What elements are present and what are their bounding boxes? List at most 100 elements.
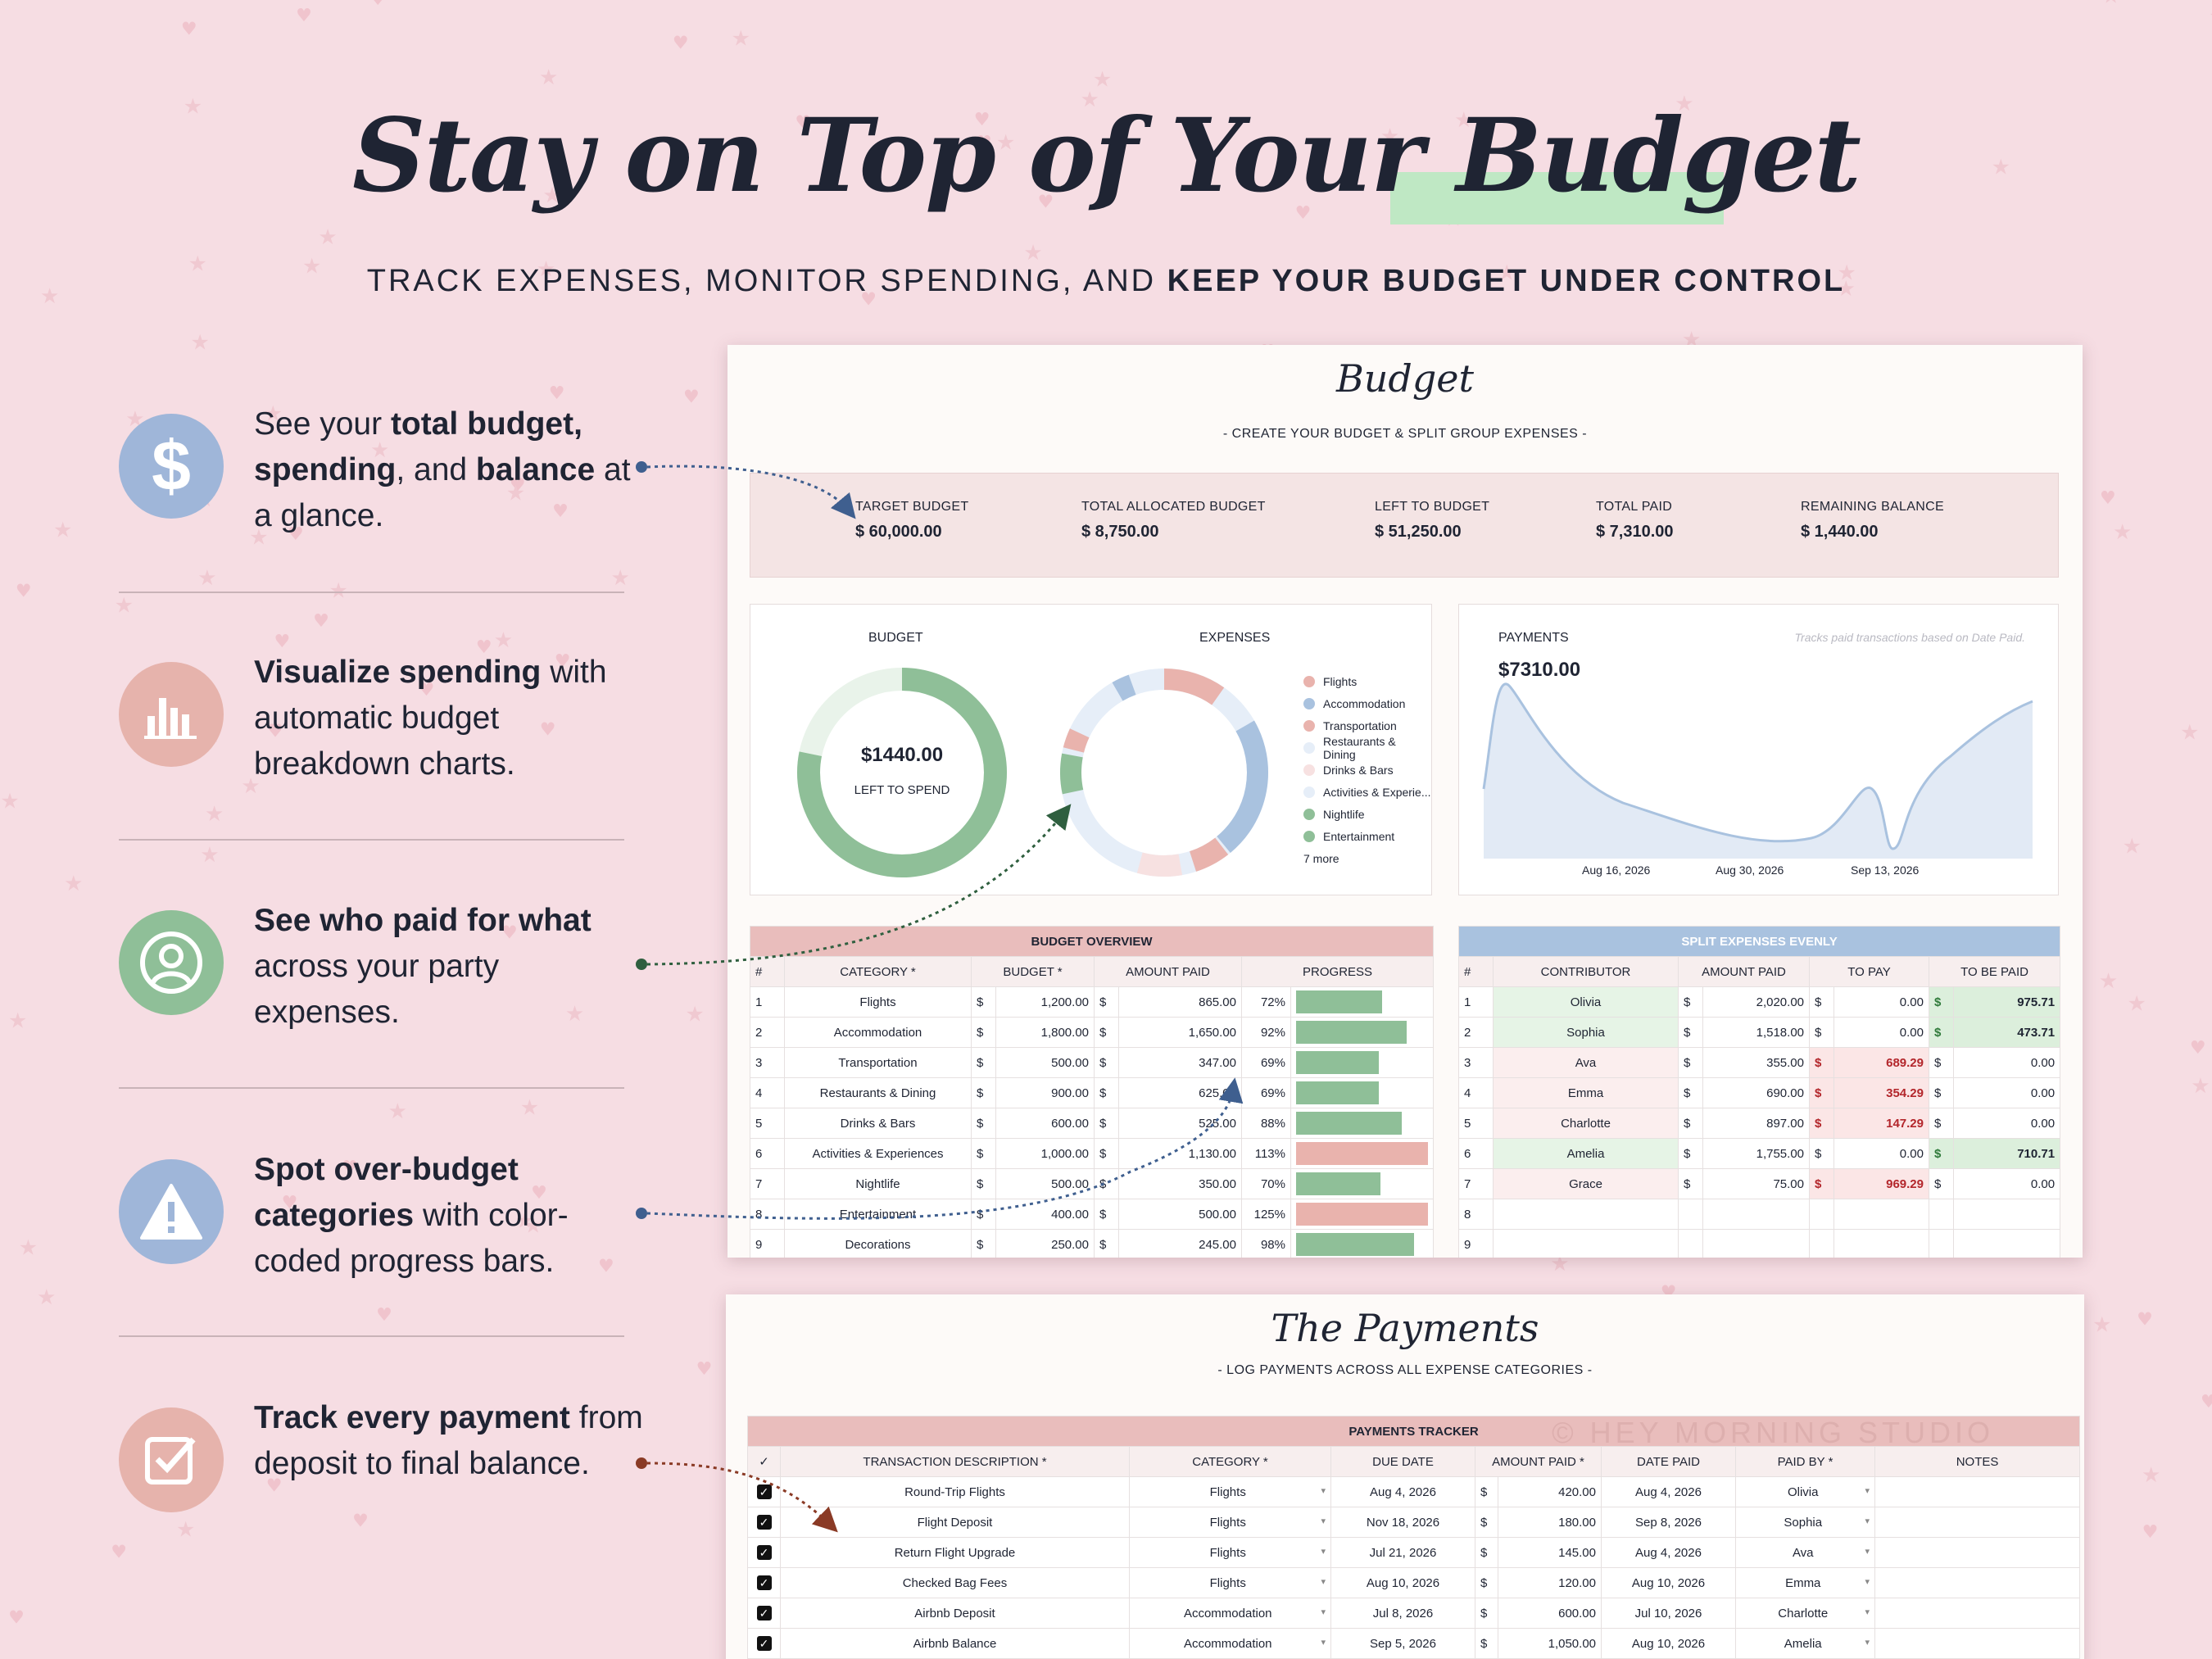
paid-checkbox[interactable]: ✓: [747, 1476, 781, 1507]
date-paid-cell[interactable]: Aug 4, 2026: [1601, 1476, 1736, 1507]
budget-cell[interactable]: 1,000.00: [995, 1138, 1095, 1169]
expenses-donut: [1060, 669, 1268, 877]
description-cell[interactable]: Checked Bag Fees: [780, 1567, 1130, 1598]
paid-by-select[interactable]: Emma ▾: [1735, 1567, 1875, 1598]
progress-bar: [1296, 1172, 1380, 1195]
paid-by-select[interactable]: Ava ▾: [1735, 1537, 1875, 1568]
progress-cell: [1290, 986, 1435, 1018]
notes-cell[interactable]: [1874, 1567, 2081, 1598]
category-cell[interactable]: Restaurants & Dining: [784, 1077, 972, 1108]
notes-cell[interactable]: [1874, 1537, 2081, 1568]
chevron-down-icon[interactable]: ▾: [1865, 1637, 1870, 1648]
chevron-down-icon[interactable]: ▾: [1865, 1607, 1870, 1617]
category-select[interactable]: Flights ▾: [1129, 1476, 1331, 1507]
paid-by-select[interactable]: Charlotte ▾: [1735, 1598, 1875, 1629]
warning-icon: [119, 1159, 224, 1264]
category-cell[interactable]: Accommodation: [784, 1017, 972, 1048]
description-cell[interactable]: Airbnb Balance: [780, 1628, 1130, 1659]
description-cell[interactable]: Round-Trip Flights: [780, 1476, 1130, 1507]
budget-cell[interactable]: 1,200.00: [995, 986, 1095, 1018]
category-cell[interactable]: Drinks & Bars: [784, 1108, 972, 1139]
chevron-down-icon[interactable]: ▾: [1321, 1516, 1326, 1526]
category-select[interactable]: Accommodation ▾: [1129, 1598, 1331, 1629]
due-date-cell[interactable]: Jul 21, 2026: [1330, 1537, 1475, 1568]
notes-cell[interactable]: [1874, 1598, 2081, 1629]
category-cell[interactable]: Decorations: [784, 1229, 972, 1258]
budget-cell[interactable]: 900.00: [995, 1077, 1095, 1108]
due-date-cell[interactable]: Aug 4, 2026: [1330, 1476, 1475, 1507]
amount-paid-cell: 690.00: [1702, 1077, 1810, 1108]
paid-checkbox[interactable]: ✓: [747, 1507, 781, 1538]
date-paid-cell[interactable]: Aug 4, 2026: [1601, 1537, 1736, 1568]
budget-cell[interactable]: 500.00: [995, 1047, 1095, 1078]
paid-by-select[interactable]: Olivia ▾: [1735, 1476, 1875, 1507]
category-select[interactable]: Flights ▾: [1129, 1567, 1331, 1598]
budget-cell[interactable]: 250.00: [995, 1229, 1095, 1258]
contributor-cell[interactable]: Grace: [1493, 1168, 1679, 1199]
amount-cell[interactable]: 420.00: [1498, 1476, 1602, 1507]
description-cell[interactable]: Flight Deposit: [780, 1507, 1130, 1538]
category-select[interactable]: Accommodation ▾: [1129, 1628, 1331, 1659]
amount-cell[interactable]: 180.00: [1498, 1507, 1602, 1538]
category-cell[interactable]: Flights: [784, 986, 972, 1018]
category-select[interactable]: Flights ▾: [1129, 1507, 1331, 1538]
contributor-cell[interactable]: [1493, 1229, 1679, 1258]
date-paid-cell[interactable]: Jul 10, 2026: [1601, 1598, 1736, 1629]
svg-text:★: ★: [8, 1009, 27, 1034]
chevron-down-icon[interactable]: ▾: [1865, 1576, 1870, 1587]
contributor-cell[interactable]: [1493, 1199, 1679, 1230]
paid-checkbox[interactable]: ✓: [747, 1628, 781, 1659]
chevron-down-icon[interactable]: ▾: [1865, 1485, 1870, 1496]
paid-checkbox[interactable]: ✓: [747, 1537, 781, 1568]
category-cell[interactable]: Nightlife: [784, 1168, 972, 1199]
description-cell[interactable]: Airbnb Deposit: [780, 1598, 1130, 1629]
budget-cell[interactable]: 500.00: [995, 1168, 1095, 1199]
description-cell[interactable]: Return Flight Upgrade: [780, 1537, 1130, 1568]
chevron-down-icon[interactable]: ▾: [1321, 1607, 1326, 1617]
budget-sheet: Budget - CREATE YOUR BUDGET & SPLIT GROU…: [728, 345, 2083, 1258]
category-cell[interactable]: Activities & Experiences: [784, 1138, 972, 1169]
notes-cell[interactable]: [1874, 1628, 2081, 1659]
contributor-cell[interactable]: Ava: [1493, 1047, 1679, 1078]
due-date-cell[interactable]: Jul 8, 2026: [1330, 1598, 1475, 1629]
contributor-cell[interactable]: Sophia: [1493, 1017, 1679, 1048]
svg-text:★: ★: [176, 1518, 195, 1543]
category-cell[interactable]: Transportation: [784, 1047, 972, 1078]
contributor-cell[interactable]: Emma: [1493, 1077, 1679, 1108]
amount-cell[interactable]: 120.00: [1498, 1567, 1602, 1598]
currency-symbol: $: [1475, 1567, 1498, 1598]
contributor-cell[interactable]: Amelia: [1493, 1138, 1679, 1169]
chevron-down-icon[interactable]: ▾: [1321, 1485, 1326, 1496]
category-select[interactable]: Flights ▾: [1129, 1537, 1331, 1568]
due-date-cell[interactable]: Sep 5, 2026: [1330, 1628, 1475, 1659]
chevron-down-icon[interactable]: ▾: [1321, 1576, 1326, 1587]
chevron-down-icon[interactable]: ▾: [1865, 1546, 1870, 1557]
category-cell[interactable]: Entertainment: [784, 1199, 972, 1230]
chevron-down-icon[interactable]: ▾: [1321, 1637, 1326, 1648]
donut-value: $1440.00: [860, 744, 944, 766]
due-date-cell[interactable]: Nov 18, 2026: [1330, 1507, 1475, 1538]
paid-checkbox[interactable]: ✓: [747, 1598, 781, 1629]
paid-by-select[interactable]: Sophia ▾: [1735, 1507, 1875, 1538]
notes-cell[interactable]: [1874, 1507, 2081, 1538]
budget-cell[interactable]: 1,800.00: [995, 1017, 1095, 1048]
amount-cell[interactable]: 145.00: [1498, 1537, 1602, 1568]
amount-cell[interactable]: 600.00: [1498, 1598, 1602, 1629]
paid-checkbox[interactable]: ✓: [747, 1567, 781, 1598]
date-paid-cell[interactable]: Sep 8, 2026: [1601, 1507, 1736, 1538]
notes-cell[interactable]: [1874, 1476, 2081, 1507]
svg-text:★: ★: [241, 774, 260, 799]
budget-cell[interactable]: 600.00: [995, 1108, 1095, 1139]
contributor-cell[interactable]: Olivia: [1493, 986, 1679, 1018]
amount-cell[interactable]: 1,050.00: [1498, 1628, 1602, 1659]
chevron-down-icon[interactable]: ▾: [1865, 1516, 1870, 1526]
date-paid-cell[interactable]: Aug 10, 2026: [1601, 1628, 1736, 1659]
budget-cell[interactable]: 400.00: [995, 1199, 1095, 1230]
paid-by-select[interactable]: Amelia ▾: [1735, 1628, 1875, 1659]
due-date-cell[interactable]: Aug 10, 2026: [1330, 1567, 1475, 1598]
chevron-down-icon[interactable]: ▾: [1321, 1546, 1326, 1557]
table-row: 5 Drinks & Bars $ 600.00 $ 525.00 88%: [750, 1108, 1435, 1139]
payments-tracker-table: PAYMENTS TRACKER ✓ TRANSACTION DESCRIPTI…: [746, 1416, 2081, 1659]
contributor-cell[interactable]: Charlotte: [1493, 1108, 1679, 1139]
date-paid-cell[interactable]: Aug 10, 2026: [1601, 1567, 1736, 1598]
